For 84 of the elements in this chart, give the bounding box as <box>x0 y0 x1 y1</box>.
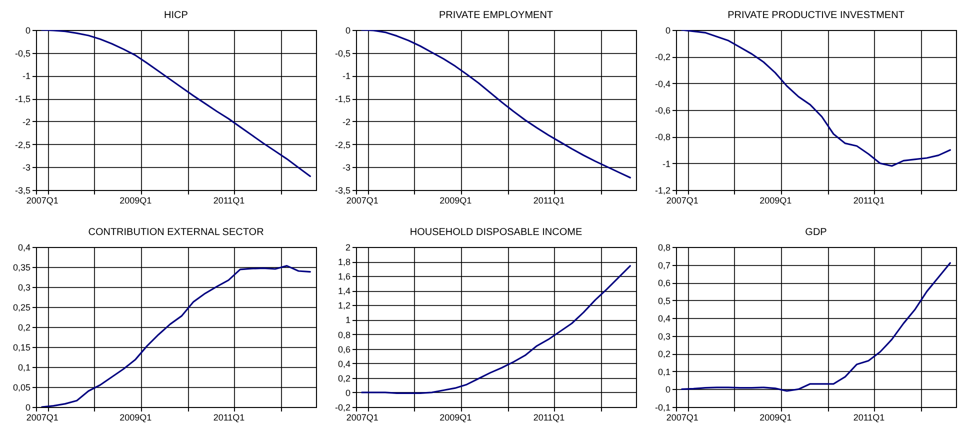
y-tick-label: -3 <box>342 162 350 173</box>
x-tick-label: 2007Q1 <box>666 196 698 206</box>
y-tick-label: 1,2 <box>338 300 350 311</box>
y-tick-label: -1,2 <box>654 186 670 196</box>
y-tick-label: 0,6 <box>338 344 350 354</box>
y-tick-label: 0,4 <box>338 358 350 369</box>
x-tick-label: 2011Q1 <box>853 412 885 422</box>
x-tick-label: 2009Q1 <box>760 412 792 422</box>
x-tick-label: 2009Q1 <box>440 196 472 206</box>
x-tick-label: 2011Q1 <box>213 412 245 422</box>
chart-title: CONTRIBUTION EXTERNAL SECTOR <box>88 227 264 238</box>
y-tick-label: 1,8 <box>338 257 350 268</box>
y-tick-label: -0,5 <box>334 48 350 58</box>
y-tick-label: 2 <box>345 242 350 252</box>
y-tick-label: 1 <box>345 315 350 326</box>
y-tick-label: -0,6 <box>654 106 670 116</box>
x-tick-label: 2009Q1 <box>760 196 792 206</box>
y-tick-label: -1 <box>342 71 350 82</box>
y-tick-label: 0,8 <box>658 242 670 252</box>
y-tick-label: -1,5 <box>334 94 350 104</box>
line-series <box>361 265 631 394</box>
y-tick-label: -2,5 <box>334 140 350 150</box>
x-tick-label: 2009Q1 <box>120 196 152 206</box>
x-tick-label: 2011Q1 <box>533 196 565 206</box>
x-tick-label: 2009Q1 <box>120 412 152 422</box>
x-tick-label: 2007Q1 <box>666 412 698 422</box>
y-tick-label: 0,6 <box>658 278 670 288</box>
y-tick-label: 0 <box>665 384 670 395</box>
chart-title: GDP <box>805 227 828 238</box>
x-tick-label: 2009Q1 <box>440 412 472 422</box>
y-tick-label: 0,4 <box>658 314 670 324</box>
y-tick-label: 1,4 <box>338 286 350 296</box>
y-tick-label: 0,1 <box>658 366 670 377</box>
y-tick-label: -0,4 <box>654 78 670 89</box>
y-tick-label: 0,2 <box>338 373 350 384</box>
y-tick-label: -3 <box>22 162 30 173</box>
line-series <box>41 265 311 407</box>
y-tick-label: -0,2 <box>654 52 670 62</box>
y-tick-label: -0,8 <box>654 132 670 142</box>
x-tick-label: 2007Q1 <box>26 412 58 422</box>
y-tick-label: 0,3 <box>18 282 30 292</box>
y-tick-label: -2,5 <box>14 140 30 150</box>
y-tick-label: 1,6 <box>338 272 350 282</box>
line-series <box>361 30 631 178</box>
y-tick-label: 0,7 <box>658 260 670 270</box>
y-tick-label: -3,5 <box>334 186 350 196</box>
x-tick-label: 2007Q1 <box>346 196 378 206</box>
chart-title: PRIVATE EMPLOYMENT <box>438 10 554 21</box>
x-tick-label: 2011Q1 <box>853 196 885 206</box>
y-tick-label: 0,8 <box>338 330 350 340</box>
y-tick-label: 0 <box>25 26 30 36</box>
y-tick-label: -0,5 <box>14 48 30 58</box>
y-tick-label: -2 <box>22 116 30 127</box>
y-tick-label: 0,35 <box>12 262 30 272</box>
y-tick-label: 0,2 <box>18 322 30 332</box>
y-tick-label: 0,2 <box>658 349 670 360</box>
y-tick-label: -1,5 <box>14 94 30 104</box>
chart-title: PRIVATE PRODUCTIVE INVESTMENT <box>728 10 904 21</box>
y-tick-label: -0,2 <box>334 402 350 412</box>
x-tick-label: 2011Q1 <box>213 196 245 206</box>
y-tick-label: 0 <box>25 402 30 412</box>
y-tick-label: 0 <box>665 26 670 36</box>
y-tick-label: 0,25 <box>12 302 30 312</box>
y-tick-label: 0,15 <box>12 342 30 352</box>
y-tick-label: 0,4 <box>18 242 30 252</box>
chart-title: HICP <box>164 10 188 21</box>
y-tick-label: 0 <box>345 26 350 36</box>
y-tick-label: -1 <box>662 158 670 169</box>
x-tick-label: 2011Q1 <box>533 412 565 422</box>
chart-title: HOUSEHOLD DISPOSABLE INCOME <box>410 227 582 238</box>
y-tick-label: 0,5 <box>658 296 670 306</box>
y-tick-label: 0,1 <box>18 362 30 372</box>
line-series <box>681 262 951 392</box>
y-tick-label: 0,05 <box>12 382 30 392</box>
x-tick-label: 2007Q1 <box>346 412 378 422</box>
y-tick-label: -1 <box>22 71 30 82</box>
y-tick-label: -3,5 <box>14 186 30 196</box>
line-series <box>41 30 311 178</box>
y-tick-label: -2 <box>342 116 350 127</box>
line-series <box>681 30 951 167</box>
y-tick-label: 0 <box>345 388 350 398</box>
x-tick-label: 2007Q1 <box>26 196 58 206</box>
y-tick-label: -0,1 <box>654 402 670 412</box>
y-tick-label: 0,3 <box>658 331 670 342</box>
